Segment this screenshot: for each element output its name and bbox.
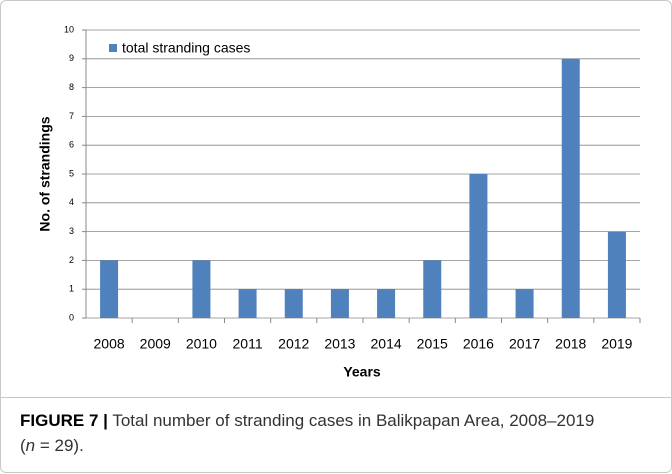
bar — [469, 174, 488, 318]
caption-text: Total number of stranding cases in Balik… — [112, 411, 595, 430]
y-tick-label: 4 — [69, 197, 74, 207]
x-axis-label: Years — [343, 364, 381, 380]
caption-n: n — [25, 436, 36, 455]
y-axis-label: No. of strandings — [37, 116, 53, 231]
y-tick-label: 6 — [69, 140, 74, 150]
x-tick-label: 2013 — [324, 336, 355, 352]
legend-swatch — [109, 44, 117, 52]
x-tick-label: 2017 — [509, 336, 540, 352]
caption-text: ( — [20, 436, 26, 455]
y-tick-label: 7 — [69, 111, 74, 121]
bar — [238, 289, 257, 318]
x-tick-label: 2014 — [371, 336, 402, 352]
bar — [561, 58, 580, 319]
legend-label: total stranding cases — [122, 40, 250, 56]
y-tick-label: 9 — [69, 53, 74, 63]
bar — [515, 289, 534, 318]
x-tick-label: 2016 — [463, 336, 494, 352]
y-tick-label: 5 — [69, 168, 74, 178]
bar — [330, 289, 349, 318]
x-tick-label: 2008 — [94, 336, 125, 352]
caption-text: = 29). — [35, 436, 84, 455]
y-tick-label: 0 — [69, 312, 74, 322]
caption-label: FIGURE 7 | — [20, 411, 108, 430]
x-tick-label: 2009 — [140, 336, 171, 352]
y-tick-label: 1 — [69, 284, 74, 294]
separator — [1, 397, 671, 398]
x-tick-label: 2019 — [601, 336, 632, 352]
bar — [607, 231, 626, 318]
bar — [100, 260, 119, 318]
caption: FIGURE 7 | Total number of stranding cas… — [20, 408, 650, 458]
bar — [423, 260, 442, 318]
y-tick-label: 3 — [69, 226, 74, 236]
y-tick-label: 8 — [69, 82, 74, 92]
bar — [284, 289, 303, 318]
bar — [192, 260, 211, 318]
bar — [377, 289, 396, 318]
x-tick-label: 2011 — [233, 336, 263, 352]
chart: No. of strandings Years 0 1 2 3 4 5 6 7 8 9 10 2008… — [37, 24, 641, 380]
x-tick-label: 2010 — [186, 336, 217, 352]
y-tick-label: 10 — [64, 24, 74, 34]
y-tick-label: 2 — [69, 255, 74, 265]
x-tick-label: 2015 — [417, 336, 448, 352]
x-tick-label: 2012 — [278, 336, 309, 352]
x-tick-label: 2018 — [555, 336, 586, 352]
